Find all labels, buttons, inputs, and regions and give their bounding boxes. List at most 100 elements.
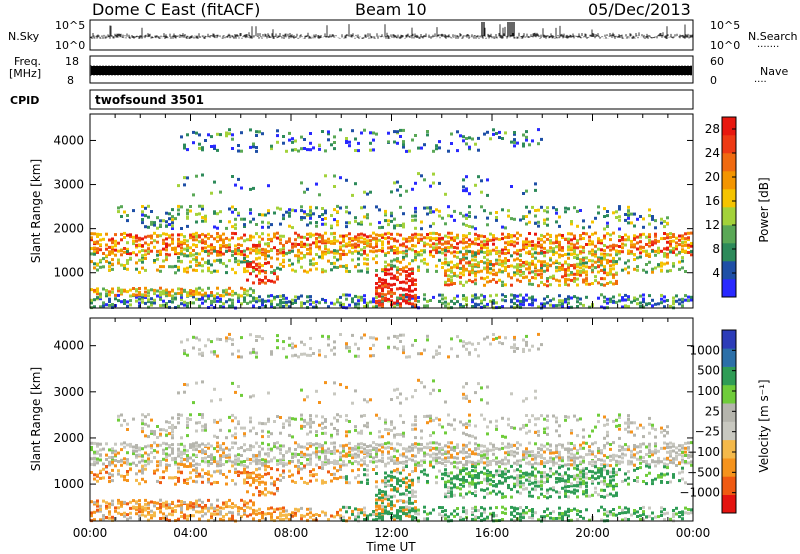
power-cell (504, 226, 507, 230)
power-cell (360, 206, 363, 210)
velocity-cell (273, 456, 276, 460)
power-cell (612, 282, 615, 286)
velocity-cell (309, 353, 312, 357)
power-cell (627, 216, 630, 220)
velocity-cell (423, 385, 426, 389)
power-cell (369, 131, 372, 135)
power-cell (492, 268, 495, 272)
power-cell (213, 249, 216, 253)
velocity-cell (210, 514, 213, 518)
power-cell (423, 261, 426, 265)
power-cell (390, 272, 393, 276)
power-cell (264, 281, 267, 285)
velocity-cell (96, 473, 99, 477)
velocity-cell (351, 469, 354, 473)
power-cell (510, 283, 513, 287)
power-cell (309, 213, 312, 217)
power-cell (429, 206, 432, 210)
power-cell (288, 237, 291, 241)
power-cell (504, 268, 507, 271)
power-cell (237, 177, 240, 181)
power-cell (183, 267, 186, 271)
power-cell (450, 275, 453, 279)
power-cell (495, 251, 498, 254)
velocity-cell (96, 444, 99, 448)
power-cell (204, 139, 207, 142)
power-cell (579, 273, 582, 277)
power-cell (375, 273, 378, 277)
velocity-cell (252, 477, 255, 481)
velocity-cell (303, 425, 306, 428)
power-cell (621, 296, 624, 300)
velocity-cell (399, 453, 402, 457)
velocity-cell (273, 510, 276, 513)
velocity-cell (321, 450, 324, 453)
power-cell (351, 237, 354, 241)
velocity-cell (273, 480, 276, 484)
power-cell (438, 146, 441, 150)
power-cell (159, 219, 162, 223)
power-cell (510, 264, 513, 268)
velocity-cell (393, 455, 396, 459)
velocity-cell (405, 505, 408, 509)
velocity-cell (174, 460, 177, 464)
power-cell (252, 145, 255, 149)
power-cell (141, 221, 144, 225)
velocity-cell (99, 509, 102, 513)
velocity-cell (438, 345, 441, 349)
velocity-cell (378, 507, 381, 511)
power-cell (561, 246, 564, 250)
power-cell (363, 246, 366, 249)
power-cell (423, 304, 426, 308)
velocity-cell (324, 425, 327, 429)
velocity-cell (444, 431, 447, 435)
velocity-cell (306, 512, 309, 516)
velocity-cell (216, 445, 219, 449)
power-cell (183, 288, 186, 292)
power-cell (186, 301, 189, 305)
power-cell (357, 236, 360, 240)
velocity-cell (342, 460, 345, 464)
velocity-cell (459, 472, 462, 476)
velocity-cell (108, 476, 111, 480)
velocity-cell (318, 353, 321, 357)
power-cell (471, 280, 474, 284)
velocity-cell (321, 467, 324, 470)
power-cell (516, 294, 519, 298)
power-cell (210, 135, 213, 139)
power-cell (582, 278, 585, 282)
power-cell (567, 295, 570, 299)
power-cell (126, 241, 129, 245)
power-cell (267, 233, 270, 237)
power-cell (576, 262, 579, 266)
velocity-cell (333, 346, 336, 350)
velocity-cell (279, 511, 282, 515)
velocity-cell (285, 355, 288, 359)
velocity-cell (102, 476, 105, 480)
velocity-cell (303, 445, 306, 449)
power-cell (279, 299, 282, 302)
power-cell (330, 143, 333, 147)
power-cell (489, 260, 492, 263)
power-cell (477, 270, 480, 274)
power-cell (396, 287, 399, 291)
velocity-cell (330, 461, 333, 464)
power-cell (360, 240, 363, 244)
power-cell (531, 254, 534, 258)
power-cell (240, 186, 243, 190)
power-cell (309, 132, 312, 135)
power-cell (312, 301, 315, 304)
velocity-cell (231, 446, 234, 450)
power-cell (165, 294, 168, 298)
power-cell (441, 301, 444, 305)
power-cell (120, 263, 123, 267)
power-cell (609, 233, 612, 237)
power-cell (237, 259, 240, 263)
power-cell (393, 301, 396, 305)
power-cell (360, 220, 363, 224)
power-cell (627, 221, 630, 225)
power-cell (504, 246, 507, 250)
power-cell (354, 216, 357, 220)
velocity-cell (210, 512, 213, 516)
power-cell (537, 244, 540, 248)
